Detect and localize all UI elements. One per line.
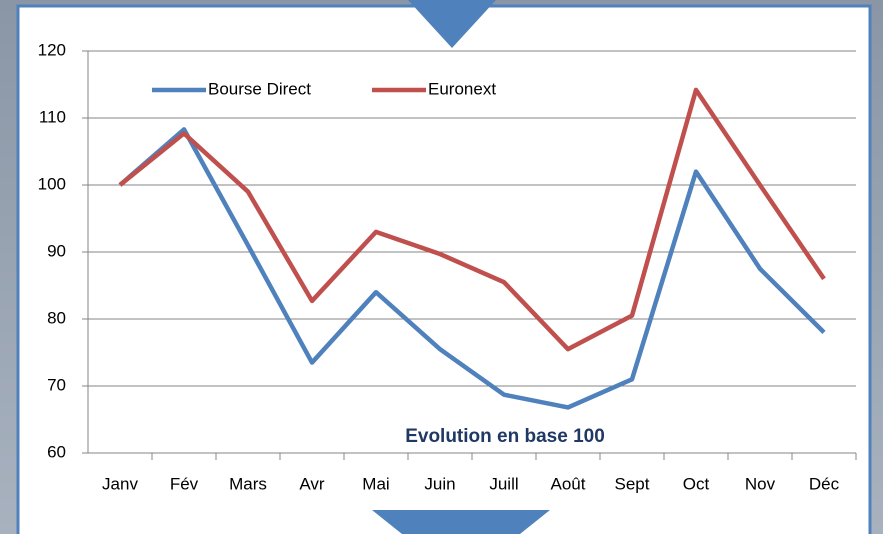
top-arrow [408, 0, 496, 48]
panel [16, 4, 872, 539]
y-tick-label: 70 [47, 375, 66, 394]
line-series [118, 87, 826, 352]
line-series [118, 127, 826, 410]
x-tick-label: Juill [489, 474, 518, 493]
x-tick-label: Sept [615, 474, 650, 493]
y-tick-label: 60 [47, 442, 66, 461]
x-tick-label: Mai [362, 474, 389, 493]
x-tick-label: Avr [299, 474, 325, 493]
x-tick-label: Nov [745, 474, 776, 493]
x-tick-label: Janv [102, 474, 138, 493]
y-tick-label: 120 [38, 40, 66, 59]
x-tick-label: Fév [170, 474, 199, 493]
x-tick-label: Oct [683, 474, 710, 493]
x-tick-label: Août [551, 474, 586, 493]
plot-area: 60 70 80 90 100 110 120 Janv Fév Mars Avr Mai Juin Ju… [38, 40, 857, 493]
y-tick-label: 100 [38, 174, 66, 193]
annotation: Evolution en base 100 [405, 426, 605, 447]
legend-label: Bourse Direct [208, 79, 311, 98]
x-tick-label: Juin [424, 474, 455, 493]
y-tick-label: 90 [47, 241, 66, 260]
legend-label: Euronext [428, 79, 496, 98]
y-tick-label: 110 [39, 107, 66, 126]
x-tick-label: Déc [809, 474, 840, 493]
bottom-arrow [372, 510, 550, 534]
y-tick-label: 80 [47, 308, 66, 327]
x-tick-label: Mars [229, 474, 267, 493]
